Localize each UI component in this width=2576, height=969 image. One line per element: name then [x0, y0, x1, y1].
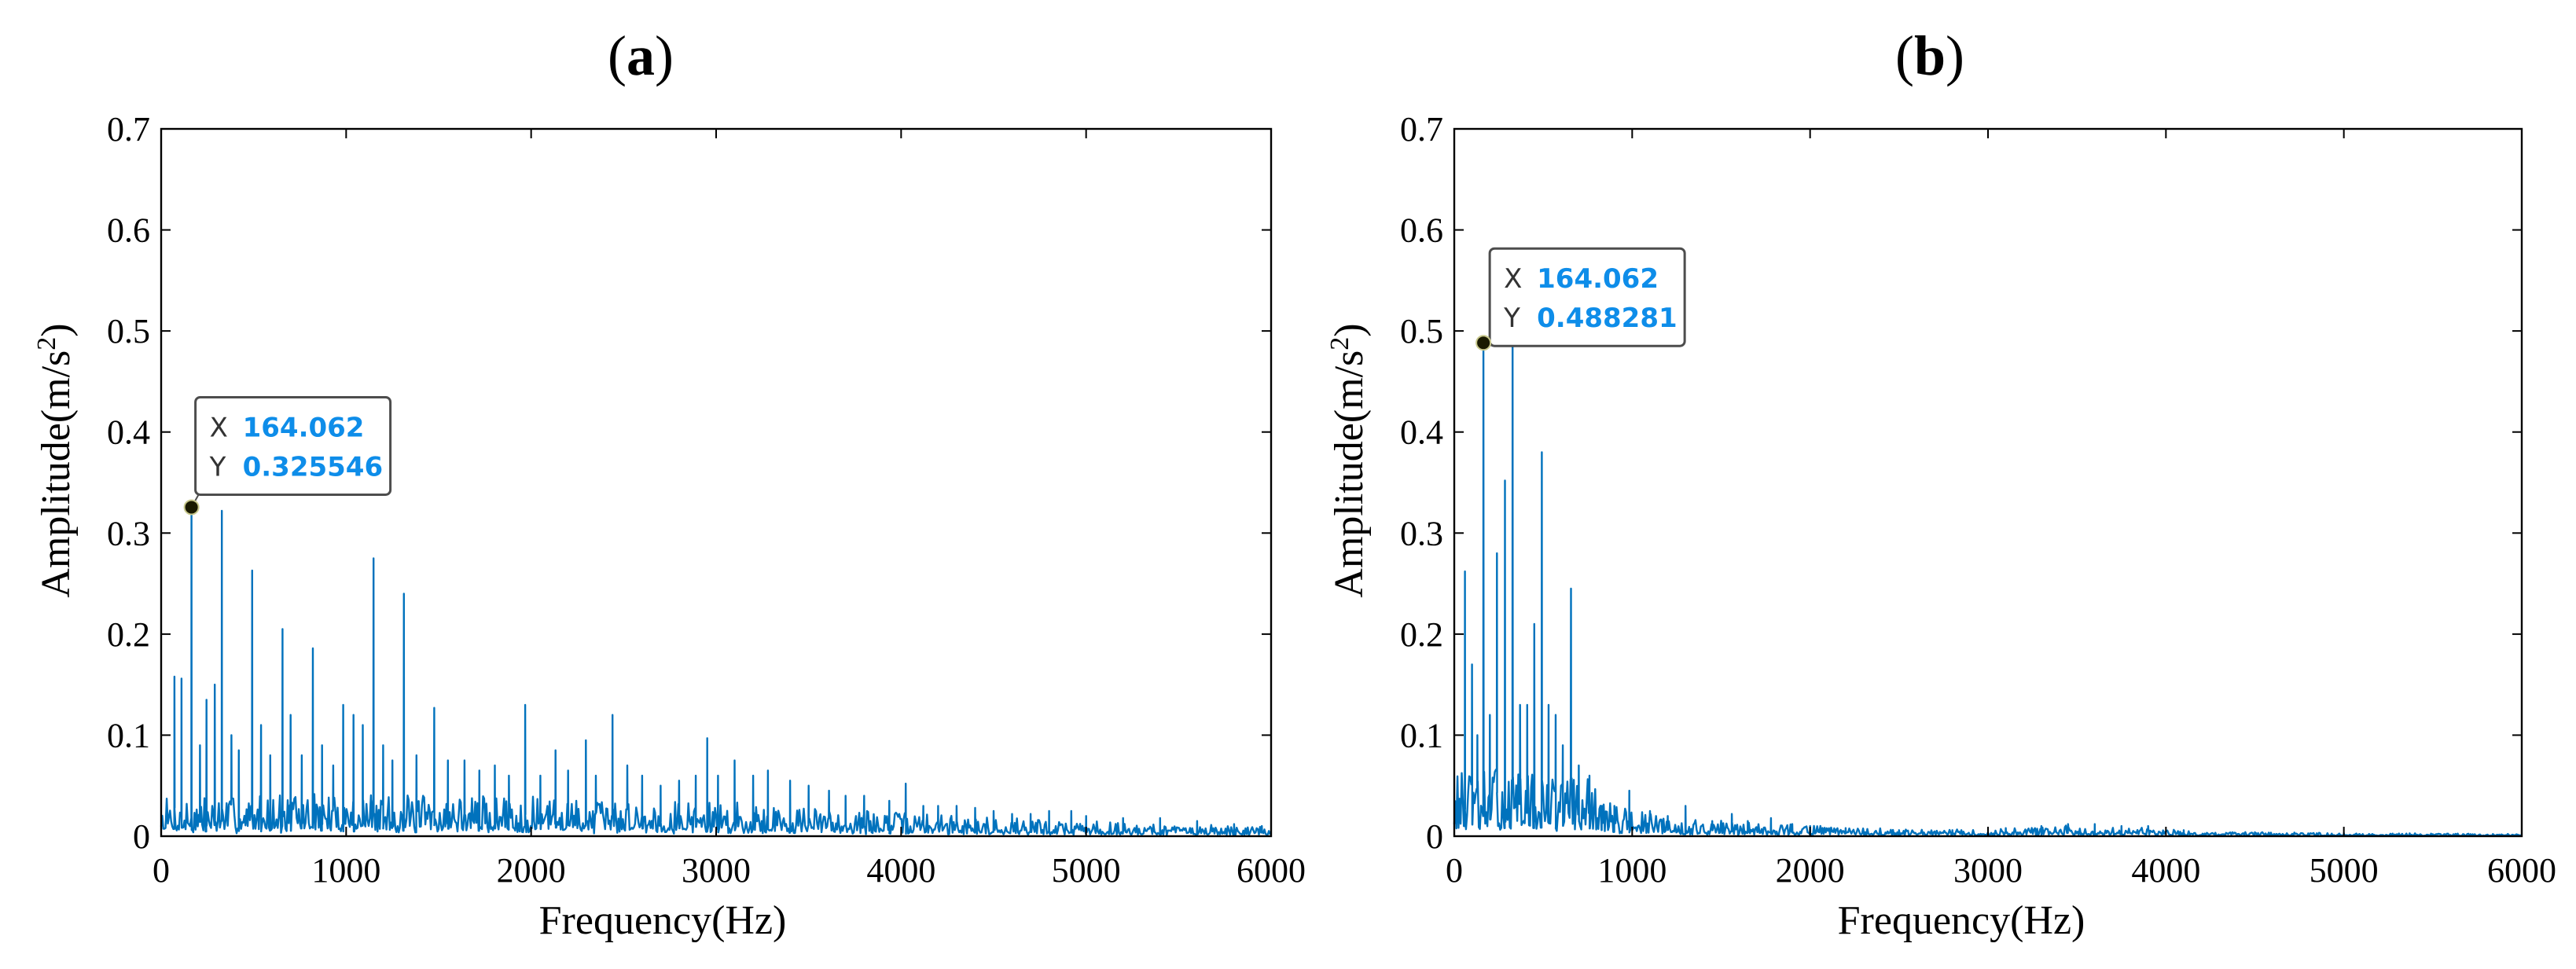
x-tick-label: 2000 — [497, 851, 566, 890]
y-tick-label: 0.7 — [1400, 110, 1443, 149]
y-tick-label: 0.1 — [1400, 716, 1443, 754]
y-tick-labels: 0 0.1 0.2 0.3 0.4 0.5 0.6 0.7 — [1400, 110, 1443, 856]
panel-a: (a) Amplitude(m/s2) Frequency(Hz) 0 1000… — [32, 24, 1306, 943]
x-tick-label: 4000 — [866, 851, 935, 890]
data-tip-marker[interactable] — [1475, 335, 1492, 351]
y-tick-label: 0.6 — [1400, 211, 1443, 250]
y-tick-label: 0.2 — [1400, 615, 1443, 654]
data-tip-box — [1488, 247, 1686, 347]
data-tip-marker[interactable] — [183, 499, 200, 516]
data-tip-x-value: 164.062 — [243, 412, 365, 443]
x-tick-label: 0 — [1446, 851, 1463, 890]
data-tip-x-key: X — [1504, 263, 1522, 295]
x-tick-label: 1000 — [1597, 851, 1666, 890]
x-tick-label: 4000 — [2131, 851, 2200, 890]
y-tick-label: 0 — [133, 817, 150, 856]
x-tick-label: 6000 — [1237, 851, 1306, 890]
y-tick-labels: 0 0.1 0.2 0.3 0.4 0.5 0.6 0.7 — [107, 110, 150, 856]
y-tick-label: 0.7 — [107, 110, 150, 149]
y-tick-label: 0.1 — [107, 716, 150, 754]
y-tick-label: 0.5 — [107, 312, 150, 351]
panel-b: (b) Amplitude(m/s2) Frequency(Hz) 0 1000… — [1325, 24, 2557, 943]
data-tip[interactable]: X 164.062 Y 0.325546 — [183, 395, 392, 516]
x-tick-label: 5000 — [2310, 851, 2379, 890]
y-tick-label: 0.2 — [107, 615, 150, 654]
data-tip-x-key: X — [210, 412, 228, 443]
y-axis-label: Amplitude(m/s2) — [32, 323, 79, 597]
x-tick-label: 3000 — [682, 851, 751, 890]
x-tick-label: 3000 — [1953, 851, 2023, 890]
data-tip-y-value: 0.325546 — [243, 451, 384, 483]
data-tip-y-key: Y — [1503, 303, 1520, 334]
data-tip-y-value: 0.488281 — [1537, 303, 1678, 334]
y-tick-label: 0 — [1426, 817, 1443, 856]
panel-title: (a) — [608, 24, 674, 87]
x-tick-label: 1000 — [311, 851, 380, 890]
y-tick-label: 0.3 — [107, 514, 150, 552]
y-tick-label: 0.4 — [1400, 413, 1443, 452]
y-tick-label: 0.5 — [1400, 312, 1443, 351]
spectrum-line — [160, 506, 1272, 837]
x-tick-label: 0 — [153, 851, 170, 890]
data-tip-x-value: 164.062 — [1537, 263, 1659, 295]
data-tip-y-key: Y — [209, 451, 226, 483]
x-tick-labels: 0 1000 2000 3000 4000 5000 6000 — [153, 851, 1306, 890]
y-axis-label: Amplitude(m/s2) — [1325, 323, 1373, 597]
x-tick-labels: 0 1000 2000 3000 4000 5000 6000 — [1446, 851, 2556, 890]
x-tick-label: 6000 — [2487, 851, 2556, 890]
spectrum-line — [1453, 320, 2523, 837]
y-tick-label: 0.3 — [1400, 514, 1443, 552]
axes-box — [1453, 127, 2523, 838]
x-axis-label: Frequency(Hz) — [539, 898, 787, 943]
y-tick-label: 0.4 — [107, 413, 150, 452]
panel-title: (b) — [1895, 24, 1964, 87]
data-tip[interactable]: X 164.062 Y 0.488281 — [1475, 247, 1686, 351]
y-tick-label: 0.6 — [107, 211, 150, 250]
x-axis-label: Frequency(Hz) — [1838, 898, 2085, 943]
data-tip-box — [194, 395, 392, 496]
x-tick-label: 2000 — [1776, 851, 1845, 890]
x-tick-label: 5000 — [1052, 851, 1121, 890]
